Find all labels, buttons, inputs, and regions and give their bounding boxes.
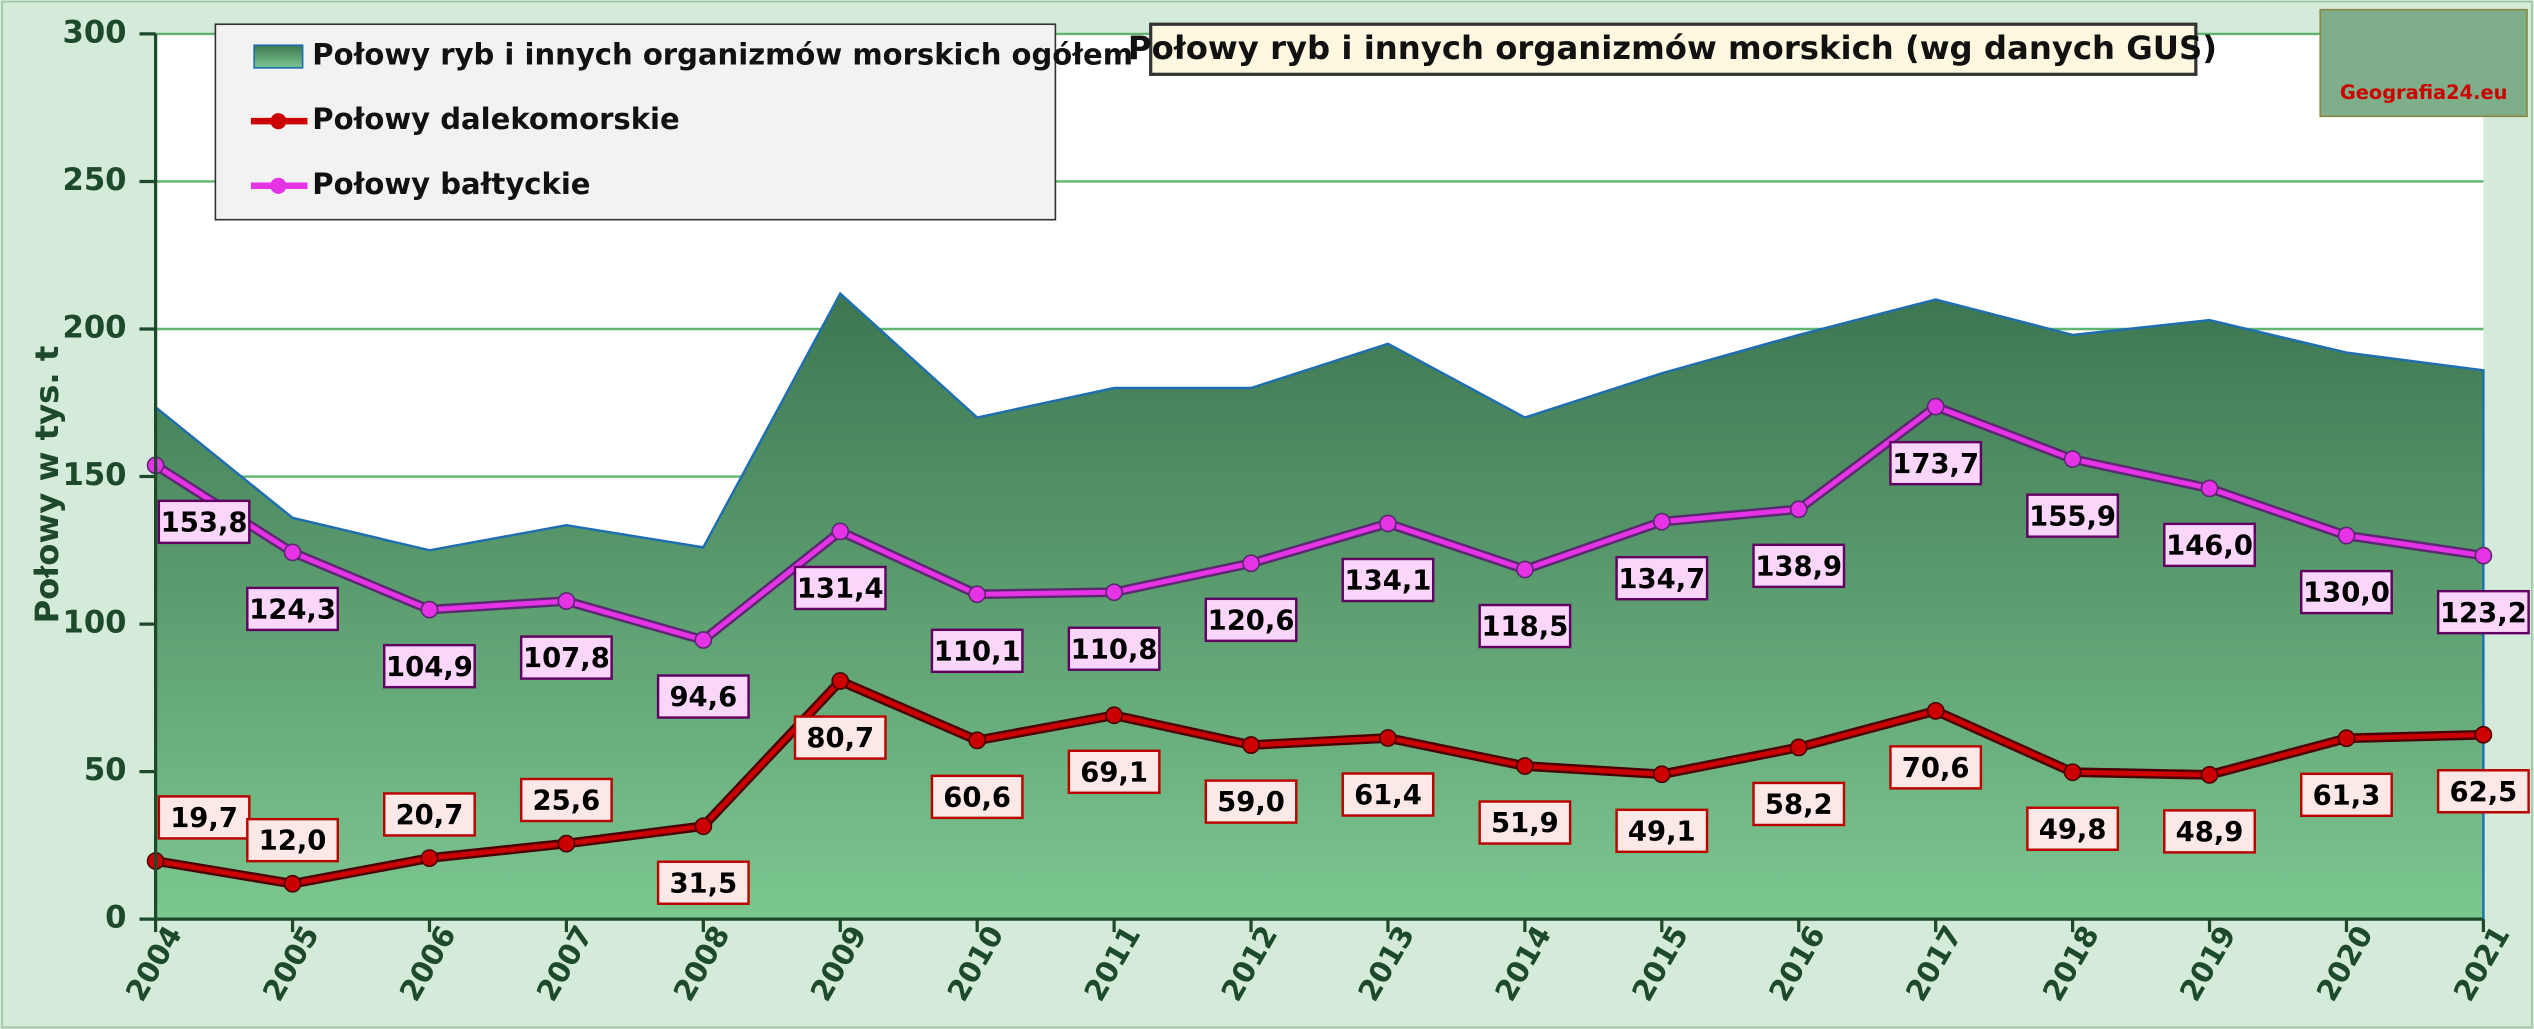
logo-text: Geografia24.eu	[2340, 81, 2508, 104]
y-tick-label: 250	[62, 163, 126, 198]
point	[2065, 764, 2081, 780]
y-axis-title: Połowy w tys. t	[28, 346, 66, 624]
point	[969, 732, 985, 748]
value-label: 173,7	[1892, 449, 1979, 480]
y-tick-label: 150	[62, 458, 126, 493]
value-label: 60,6	[943, 782, 1011, 813]
value-label: 20,7	[396, 800, 464, 831]
point	[1928, 399, 1944, 415]
value-label: 123,2	[2440, 598, 2527, 629]
point	[969, 586, 985, 602]
value-label: 110,1	[934, 636, 1021, 667]
point	[695, 632, 711, 648]
point	[2338, 527, 2354, 543]
legend-label: Połowy ryb i innych organizmów morskich …	[312, 38, 1133, 72]
point	[1106, 707, 1122, 723]
value-label: 80,7	[806, 723, 874, 754]
value-label: 61,4	[1354, 780, 1422, 811]
value-label: 70,6	[1902, 753, 1970, 784]
value-label: 104,9	[386, 652, 473, 683]
point	[1928, 703, 1944, 719]
point	[1380, 730, 1396, 746]
point	[1243, 737, 1259, 753]
point	[832, 523, 848, 539]
value-label: 155,9	[2029, 501, 2116, 532]
y-tick-label: 100	[62, 606, 126, 641]
value-label: 61,3	[2313, 780, 2381, 811]
value-label: 131,4	[797, 574, 884, 605]
chart-title: Połowy ryb i innych organizmów morskich …	[1128, 29, 2217, 67]
point	[1106, 584, 1122, 600]
value-label: 62,5	[2450, 777, 2518, 808]
value-label: 130,0	[2303, 578, 2390, 609]
y-tick-label: 300	[62, 15, 126, 50]
point	[421, 602, 437, 618]
legend-label: Połowy bałtyckie	[312, 167, 590, 201]
value-label: 49,8	[2039, 814, 2107, 845]
value-label: 58,2	[1765, 790, 1833, 821]
point	[284, 876, 300, 892]
point	[832, 673, 848, 689]
chart: 19,7 12,0 20,7 25,6 31,5 80,7 60,6 69,1 59,0 61,4…	[0, 0, 2534, 1029]
point	[558, 836, 574, 852]
legend-swatch	[254, 45, 302, 68]
point	[2475, 727, 2491, 743]
value-label: 138,9	[1755, 551, 1842, 582]
value-label: 134,1	[1345, 566, 1432, 597]
value-label: 51,9	[1491, 808, 1559, 839]
point	[2475, 548, 2491, 564]
value-label: 146,0	[2166, 530, 2253, 561]
value-label: 19,7	[170, 803, 238, 834]
legend-label: Połowy dalekomorskie	[312, 102, 679, 136]
point	[1243, 555, 1259, 571]
y-tick-label: 0	[105, 901, 126, 936]
value-label: 94,6	[669, 682, 737, 713]
y-tick-label: 50	[84, 753, 127, 788]
value-label: 12,0	[259, 826, 327, 857]
point	[2201, 480, 2217, 496]
value-label: 110,8	[1071, 634, 1158, 665]
value-label: 107,8	[523, 643, 610, 674]
point	[284, 544, 300, 560]
value-label: 25,6	[533, 786, 601, 817]
point	[558, 593, 574, 609]
value-label: 49,1	[1628, 816, 1696, 847]
point	[2201, 767, 2217, 783]
y-tick-label: 200	[62, 311, 126, 346]
value-label: 120,6	[1208, 605, 1295, 636]
point	[1791, 739, 1807, 755]
point	[1654, 514, 1670, 530]
point	[695, 818, 711, 834]
value-label: 69,1	[1080, 757, 1148, 788]
value-label: 124,3	[249, 595, 336, 626]
point	[2338, 730, 2354, 746]
point	[2065, 451, 2081, 467]
point	[1517, 561, 1533, 577]
value-label: 118,5	[1481, 612, 1568, 643]
point	[1517, 758, 1533, 774]
value-label: 134,7	[1618, 564, 1705, 595]
value-label: 31,5	[669, 868, 737, 899]
point	[421, 850, 437, 866]
point	[1791, 501, 1807, 517]
point	[1380, 515, 1396, 531]
legend-marker	[270, 113, 286, 129]
value-label: 48,9	[2176, 817, 2244, 848]
value-label: 59,0	[1217, 787, 1285, 818]
point	[1654, 766, 1670, 782]
legend-marker	[270, 178, 286, 194]
value-label: 153,8	[161, 507, 248, 538]
